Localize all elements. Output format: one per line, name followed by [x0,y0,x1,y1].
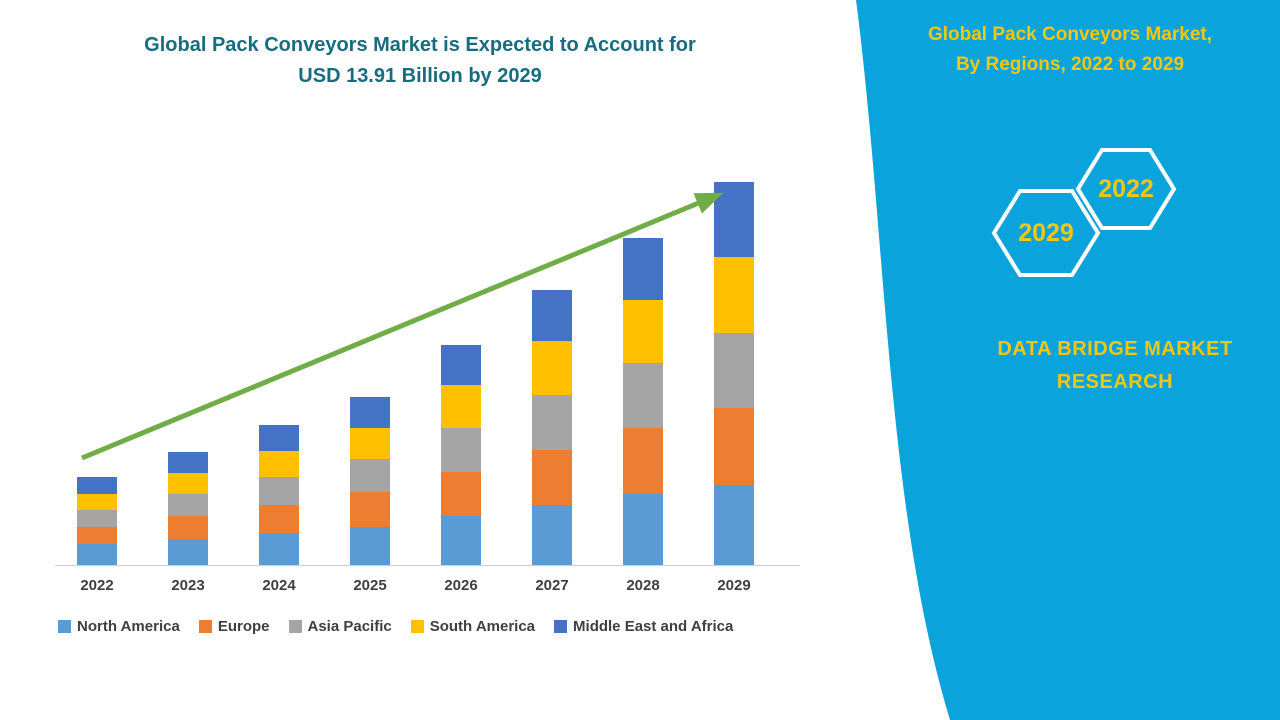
legend-item: Middle East and Africa [554,618,733,635]
x-axis-label: 2026 [444,577,478,594]
right-panel-title-line2: By Regions, 2022 to 2029 [955,54,1185,75]
bar-segment [441,384,481,428]
chart-legend: North America Europe Asia Pacific South Ame… [58,618,733,635]
bar-segment [532,449,572,505]
brand-text: DATA BRIDGE MARKET RESEARCH [950,333,1280,399]
legend-swatch [58,620,71,633]
bar-segment [350,459,390,493]
brand-line1: DATA BRIDGE MARKET [997,338,1233,360]
bar-segment [714,332,754,409]
bar-segment [714,408,754,486]
bar-segment [623,493,663,565]
bar-segment [441,471,481,516]
bar-segment [714,257,754,333]
x-axis-label: 2024 [262,577,296,594]
bar-stack-2028 [623,237,663,565]
legend-swatch [288,620,302,633]
legend-item: Europe [198,618,270,635]
bar-segment [714,182,754,257]
hexagon-2029-label: 2029 [1018,219,1074,247]
x-axis-label: 2029 [717,577,751,594]
bar-segment [350,526,390,565]
bar-segment [259,450,299,477]
x-axis-label: 2023 [171,577,205,594]
x-axis-label: 2025 [353,577,387,594]
bar-stack-2024 [259,424,299,565]
bar-segment [77,477,117,494]
x-axis-labels: 2022 2023 2024 2025 2026 2027 2028 2029 [55,577,815,599]
bar-segment [77,544,117,565]
bar-stack-2025 [350,397,390,565]
main-title-line1: Global Pack Conveyors Market is Expected… [144,34,696,56]
bar-segment [441,427,481,472]
bar-segment [623,427,663,494]
brand-line2: RESEARCH [1056,371,1174,393]
bar-segment [623,299,663,363]
legend-label: South America [429,618,536,635]
bar-segment [77,493,117,510]
bar-segment [623,237,663,300]
bar-segment [350,492,390,527]
bar-segment [259,504,299,534]
x-axis-label: 2022 [80,577,114,594]
legend-swatch [554,620,568,633]
bar-segment [168,538,208,565]
legend-label: Middle East and Africa [573,618,734,635]
legend-label: Europe [217,618,270,635]
bar-segment [168,472,208,494]
bar-stack-2026 [441,345,481,565]
bar-segment [168,493,208,516]
bar-segment [77,526,117,545]
bar-segment [532,340,572,395]
bar-segment [259,477,299,505]
bar-segment [350,427,390,460]
right-panel-title: Global Pack Conveyors Market, By Regions… [910,20,1230,80]
legend-item: North America [58,618,180,635]
bar-segment [168,515,208,539]
legend-label: Asia Pacific [307,618,392,635]
bar-segment [168,452,208,473]
bar-segment [441,345,481,385]
bar-segment [532,290,572,341]
bar-chart-plot [55,180,815,565]
bar-segment [532,394,572,450]
legend-label: North America [77,618,180,635]
bar-stack-2022 [77,477,117,565]
x-axis-label: 2028 [626,577,660,594]
x-axis-label: 2027 [535,577,569,594]
bar-segment [77,510,117,527]
right-panel-title-line1: Global Pack Conveyors Market, [927,24,1213,45]
bar-segment [441,515,481,565]
bar-stack-2027 [532,290,572,565]
main-title-line2: USD 13.91 Billion by 2029 [298,65,542,87]
bar-segment [350,397,390,428]
legend-swatch [410,620,424,633]
bar-segment [259,533,299,565]
legend-swatch [198,620,212,633]
main-title: Global Pack Conveyors Market is Expected… [60,30,780,92]
bar-stack-2023 [168,452,208,565]
legend-item: Asia Pacific [288,618,392,635]
bar-segment [259,424,299,451]
bar-segment [532,504,572,565]
x-axis-line [55,565,800,566]
bar-stack-2029 [714,182,754,565]
hexagon-2022-label: 2022 [1098,175,1154,203]
bar-segment [714,485,754,565]
bar-segment [623,362,663,428]
legend-item: South America [410,618,536,635]
